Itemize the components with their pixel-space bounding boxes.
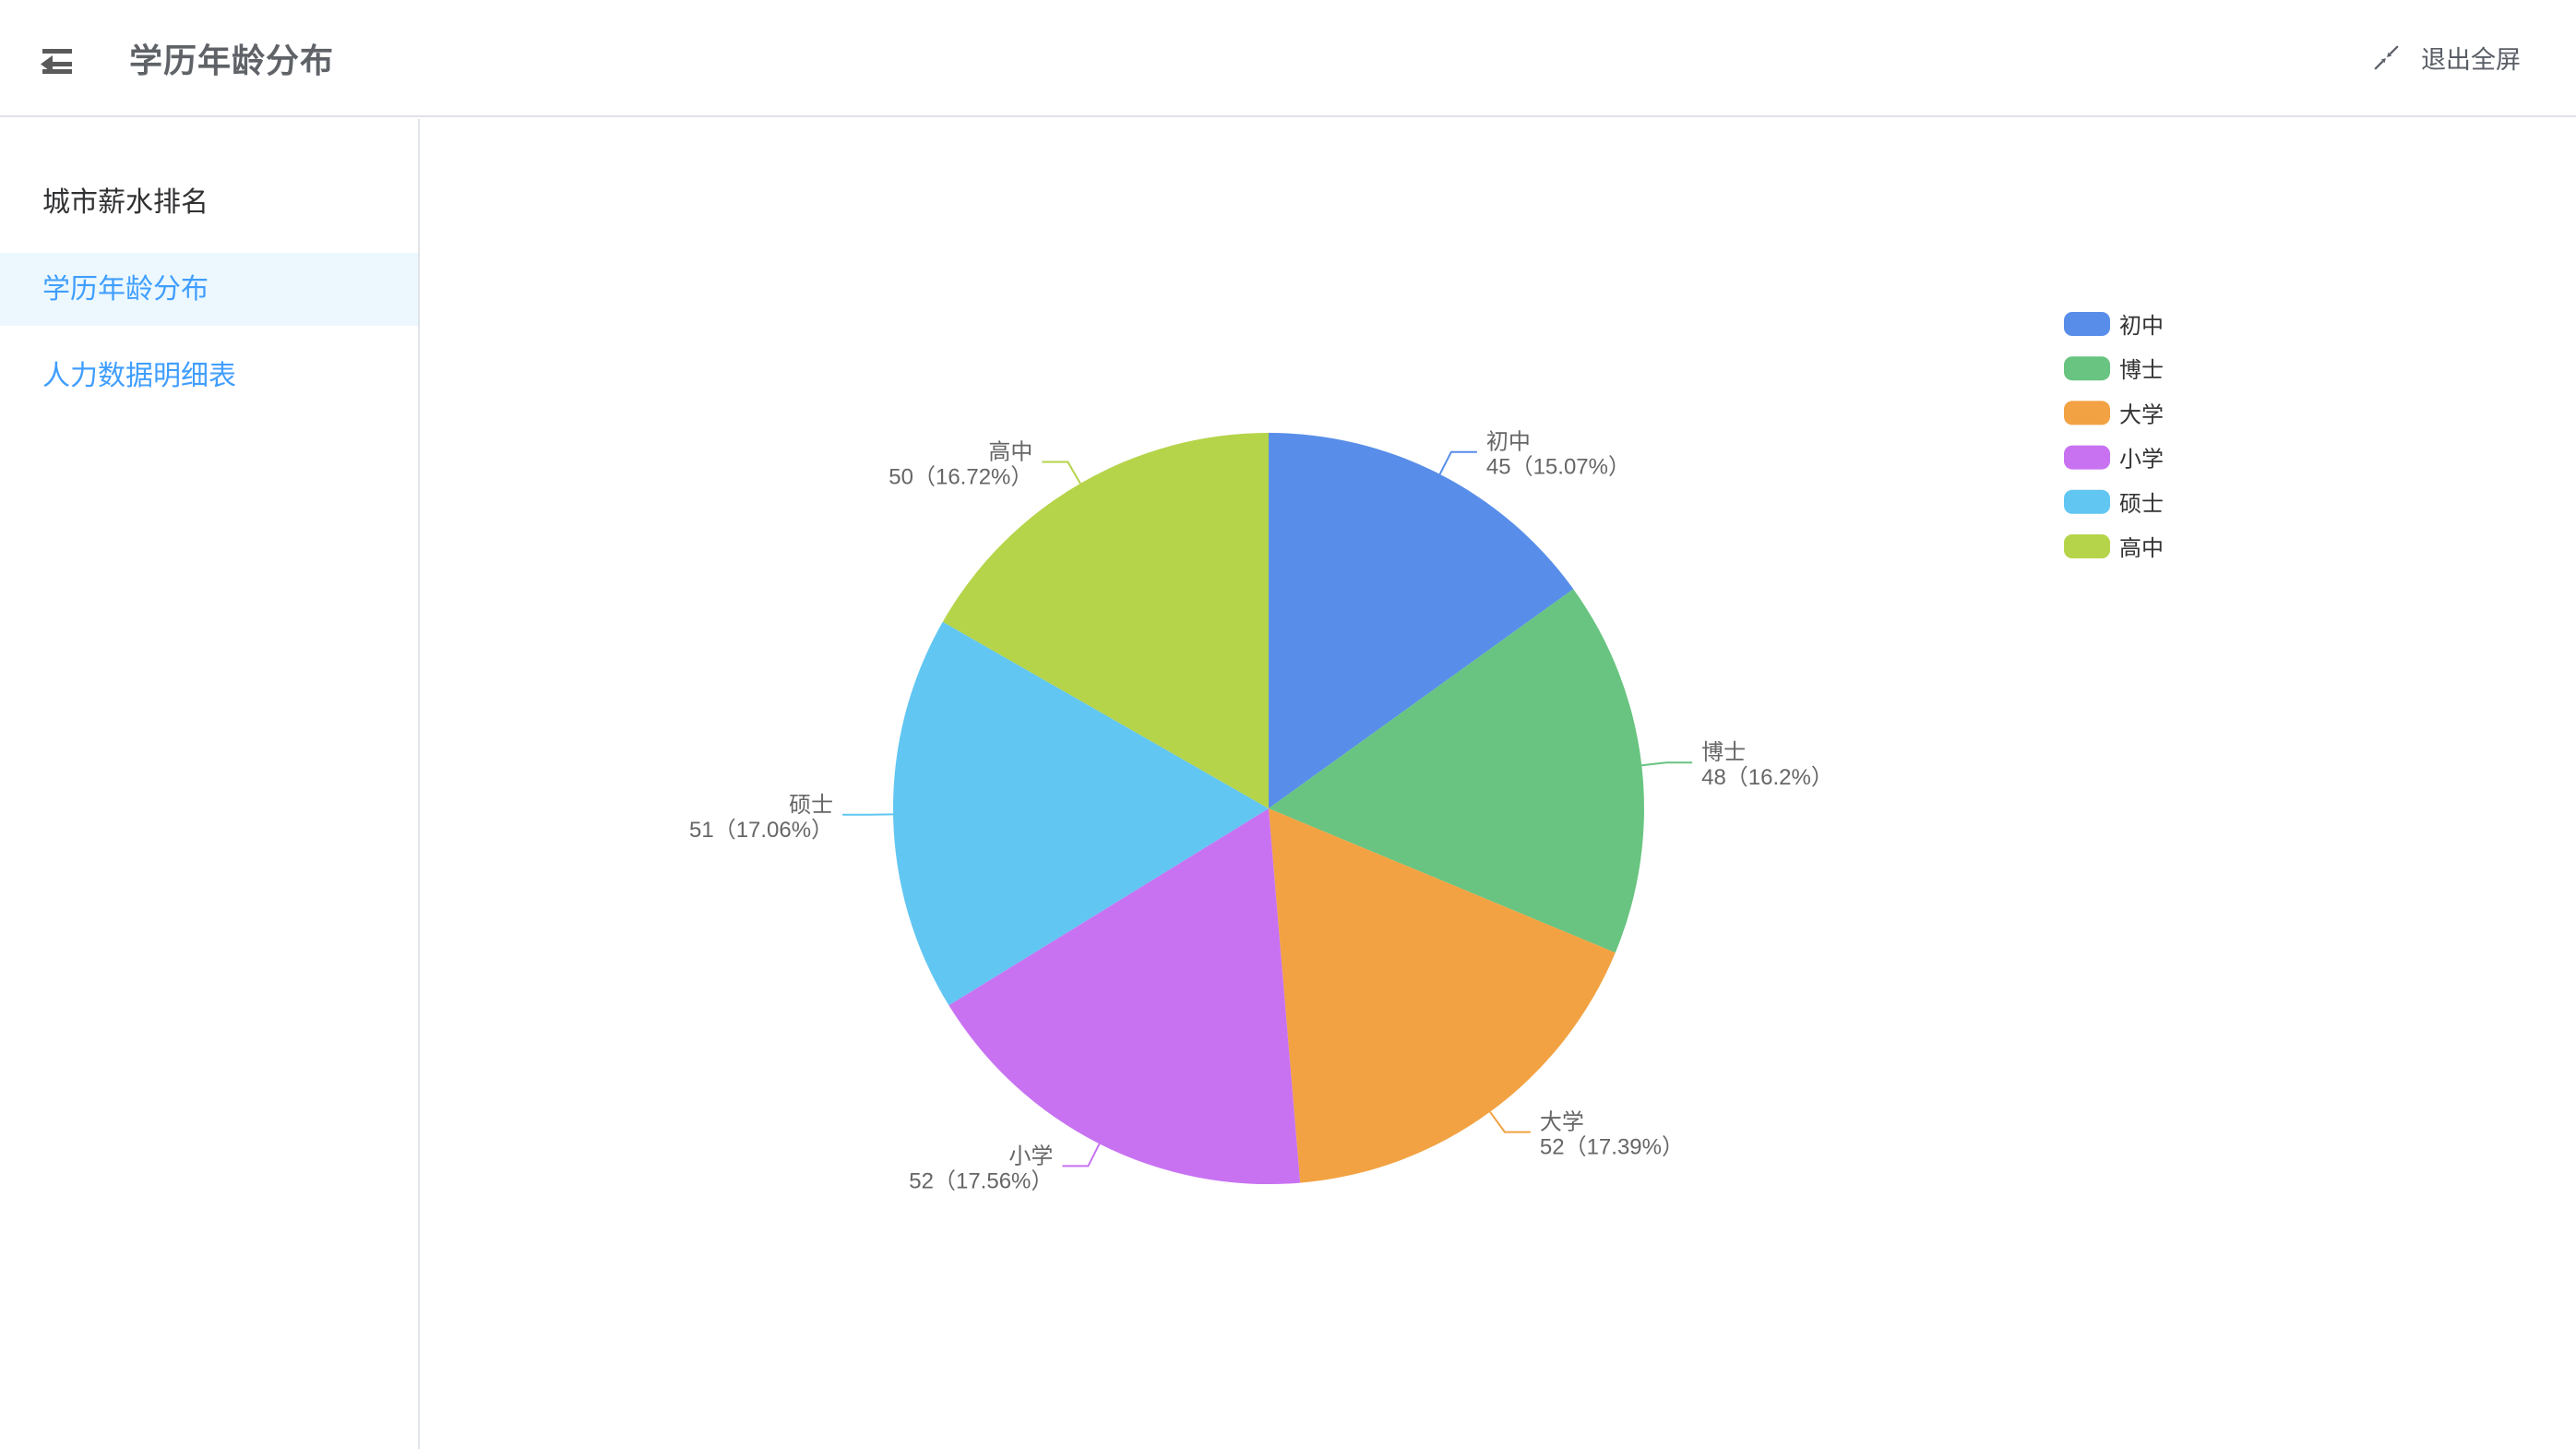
legend-marker-高中 [2064,534,2110,558]
legend-item-初中[interactable]: 初中 [2064,312,2164,339]
pie-slice-高中[interactable] [942,433,1269,808]
pie-label-line-大学 [1489,1111,1531,1133]
sidebar: 城市薪水排名 学历年龄分布 人力数据明细表 [0,119,420,1449]
legend-label-博士: 博士 [2119,358,2164,383]
legend-item-硕士[interactable]: 硕士 [2064,489,2164,517]
pie-label-line-小学 [1062,1143,1101,1168]
legend-item-小学[interactable]: 小学 [2064,445,2164,473]
page-title: 学历年龄分布 [129,41,335,79]
pie-label-line-初中 [1438,450,1477,475]
compress-icon [2374,45,2399,70]
exit-fullscreen-label: 退出全屏 [2421,46,2521,74]
legend-marker-小学 [2064,445,2110,470]
pie-label-大学: 大学 52（17.39%） [1540,1110,1684,1160]
pie-slice-大学[interactable] [1269,808,1616,1183]
sidebar-item-hr-data-detail-table[interactable]: 人力数据明细表 [42,361,236,391]
legend-marker-硕士 [2064,489,2110,514]
hamburger-button[interactable] [41,38,72,78]
legend-marker-大学 [2064,401,2110,425]
pie-slice-博士[interactable] [1269,589,1644,953]
legend-marker-初中 [2064,312,2110,336]
pie-chart: 初中 45（15.07%） 博士 48（16.2%） 大学 52（17.39%） 小学 52（… [689,312,2164,1193]
header: 学历年龄分布 退出全屏 [0,0,2576,117]
menu-fold-icon [41,48,72,74]
sidebar-item-education-age-distribution[interactable]: 学历年龄分布 [0,253,418,326]
chart-area: 初中 45（15.07%） 博士 48（16.2%） 大学 52（17.39%） 小学 52（… [422,119,2576,1449]
pie-slice-初中[interactable] [1269,433,1574,808]
pie-label-line-博士 [1641,761,1693,767]
legend-label-初中: 初中 [2119,314,2164,339]
legend-item-博士[interactable]: 博士 [2064,356,2164,383]
pie-slice-硕士[interactable] [892,621,1269,1006]
legend-marker-博士 [2064,356,2110,381]
pie-label-line-高中 [1042,461,1081,485]
pie-label-硕士: 硕士 51（17.06%） [689,793,833,843]
legend-label-高中: 高中 [2119,536,2164,561]
sidebar-item-city-salary-rank[interactable]: 城市薪水排名 [42,187,209,218]
legend-label-硕士: 硕士 [2119,492,2164,517]
pie-label-初中: 初中 45（15.07%） [1486,430,1630,480]
legend-item-大学[interactable]: 大学 [2064,401,2164,427]
legend-item-高中[interactable]: 高中 [2064,534,2164,561]
exit-fullscreen-button[interactable]: 退出全屏 [2374,40,2521,76]
pie-slice-小学[interactable] [948,808,1301,1185]
pie-label-小学: 小学 52（17.56%） [909,1144,1053,1193]
legend-label-小学: 小学 [2119,448,2164,473]
pie-label-高中: 高中 50（16.72%） [888,440,1032,490]
legend-label-大学: 大学 [2119,402,2164,427]
pie-label-博士: 博士 48（16.2%） [1701,740,1833,790]
